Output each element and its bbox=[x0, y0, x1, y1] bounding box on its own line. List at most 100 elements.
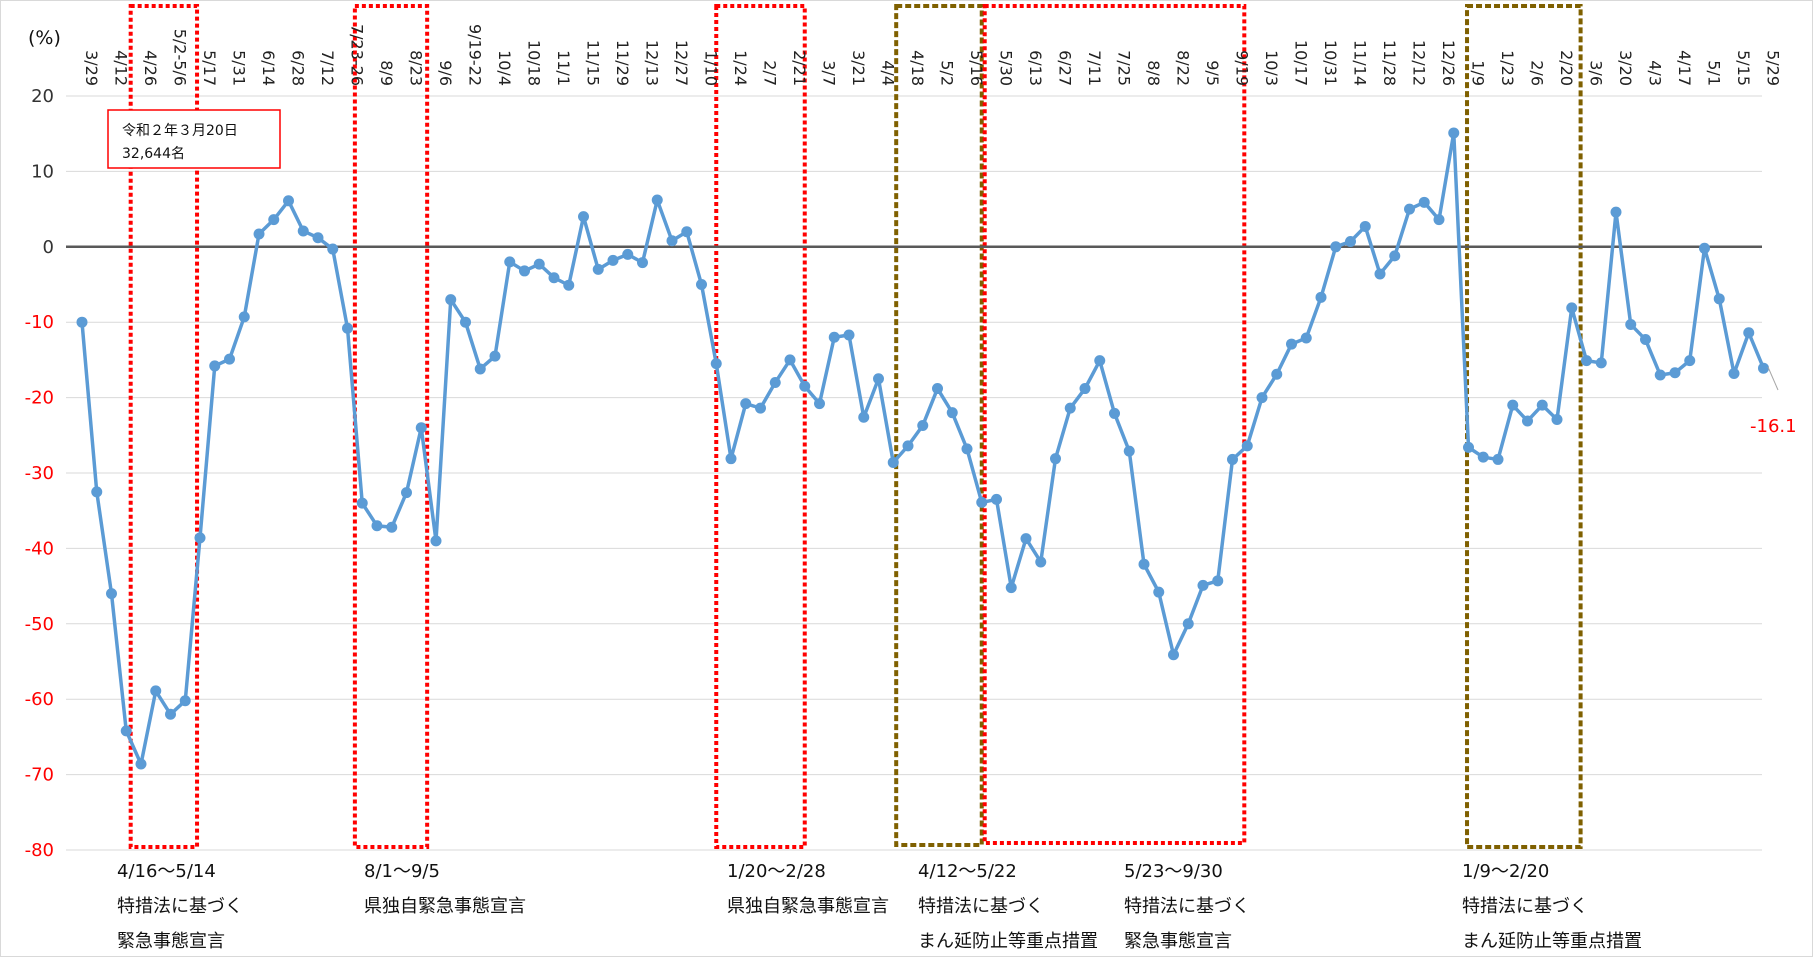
data-point bbox=[1300, 332, 1312, 344]
data-point bbox=[1374, 268, 1386, 280]
data-point bbox=[1418, 196, 1430, 208]
x-tick-label: 9/19-22 bbox=[466, 24, 485, 86]
callout-date: 令和２年３月20日 bbox=[122, 123, 238, 139]
data-point bbox=[106, 588, 117, 600]
period-annotation-line: 特措法に基づく bbox=[918, 896, 1044, 917]
y-axis-ticks: 20 10 0 -10 -20 -30 -40 -50 -60 -70 -80 bbox=[25, 86, 54, 861]
x-tick-label: 12/13 bbox=[643, 40, 662, 86]
data-point bbox=[1743, 327, 1755, 339]
x-tick-label: 7/23-26 bbox=[348, 24, 367, 86]
data-point bbox=[887, 456, 899, 468]
data-point bbox=[1448, 127, 1460, 139]
x-tick-label: 6/28 bbox=[289, 50, 308, 86]
data-point bbox=[622, 248, 634, 260]
callout-count: 32,644名 bbox=[122, 146, 185, 162]
data-point bbox=[1182, 618, 1194, 630]
gridlines bbox=[66, 95, 1762, 851]
x-tick-label: 12/27 bbox=[672, 40, 691, 86]
x-tick-label: 7/11 bbox=[1085, 50, 1104, 86]
data-point bbox=[179, 695, 191, 707]
data-point bbox=[1625, 318, 1637, 330]
data-point bbox=[253, 228, 265, 240]
data-point bbox=[607, 254, 619, 266]
x-tick-label: 4/12 bbox=[112, 50, 131, 86]
data-point bbox=[1227, 453, 1238, 465]
x-tick-label: 6/14 bbox=[259, 50, 278, 86]
data-point bbox=[1330, 241, 1342, 253]
data-point bbox=[946, 407, 958, 419]
x-tick-label: 7/12 bbox=[318, 50, 337, 86]
x-tick-label: 1/9 bbox=[1469, 60, 1488, 86]
period-annotation-line: 県独自緊急事態宣言 bbox=[364, 896, 526, 917]
y-tick-label: -40 bbox=[25, 538, 54, 559]
data-point bbox=[430, 535, 442, 547]
data-point bbox=[489, 350, 501, 362]
period-annotation-line: 緊急事態宣言 bbox=[1124, 931, 1232, 952]
data-point bbox=[386, 521, 398, 533]
data-point bbox=[120, 725, 132, 737]
data-point bbox=[1713, 293, 1725, 305]
x-tick-label: 3/6 bbox=[1587, 60, 1606, 86]
data-point bbox=[1079, 383, 1091, 395]
x-tick-label: 4/4 bbox=[879, 60, 898, 86]
data-point bbox=[356, 497, 368, 509]
x-tick-label: 5/2-5/6 bbox=[171, 29, 190, 86]
data-point bbox=[1197, 579, 1209, 591]
x-tick-label: 11/29 bbox=[613, 40, 632, 86]
data-point bbox=[1610, 206, 1622, 218]
data-point bbox=[1477, 451, 1489, 463]
data-point bbox=[917, 419, 929, 431]
data-point bbox=[637, 257, 648, 269]
data-point bbox=[799, 380, 811, 392]
data-point bbox=[1153, 586, 1165, 598]
data-point bbox=[150, 685, 162, 697]
data-point bbox=[135, 758, 147, 770]
x-tick-label: 8/23 bbox=[407, 50, 426, 86]
data-point bbox=[312, 232, 324, 244]
y-tick-label: -50 bbox=[25, 614, 54, 635]
data-point bbox=[1286, 338, 1297, 350]
data-point bbox=[371, 520, 383, 532]
x-tick-label: 11/1 bbox=[554, 50, 573, 86]
x-tick-label: 10/18 bbox=[525, 40, 544, 86]
data-point bbox=[1433, 214, 1445, 226]
x-tick-label: 8/22 bbox=[1174, 50, 1193, 86]
data-point bbox=[1507, 399, 1519, 411]
data-point bbox=[224, 353, 235, 365]
data-point bbox=[460, 316, 471, 328]
x-tick-label: 3/21 bbox=[849, 50, 868, 86]
data-point bbox=[415, 422, 427, 434]
x-tick-label: 10/3 bbox=[1262, 50, 1281, 86]
priority-period-box bbox=[894, 4, 984, 847]
data-point bbox=[1581, 355, 1592, 367]
x-tick-label: 11/15 bbox=[584, 40, 603, 86]
x-tick-label: 4/3 bbox=[1646, 60, 1665, 86]
x-tick-label: 5/16 bbox=[967, 50, 986, 86]
data-point bbox=[932, 383, 943, 395]
period-boxes bbox=[128, 4, 1583, 849]
data-point bbox=[1389, 250, 1401, 262]
data-point bbox=[1138, 558, 1150, 570]
data-point bbox=[1536, 399, 1548, 411]
x-tick-label: 12/26 bbox=[1439, 40, 1458, 86]
data-point bbox=[474, 363, 486, 375]
data-point bbox=[1640, 334, 1651, 346]
data-point bbox=[1522, 415, 1533, 427]
x-tick-label: 4/17 bbox=[1675, 50, 1694, 86]
x-tick-label: 9/19 bbox=[1233, 50, 1252, 86]
emergency-period-box bbox=[714, 4, 807, 849]
emergency-period-box bbox=[352, 4, 430, 849]
x-tick-label: 11/28 bbox=[1380, 40, 1399, 86]
data-point bbox=[1492, 453, 1504, 465]
period-annotation-line: 4/12～5/22 bbox=[918, 861, 1017, 882]
period-annotation-line: 県独自緊急事態宣言 bbox=[727, 896, 889, 917]
period-annotation-line: 特措法に基づく bbox=[1124, 896, 1250, 917]
data-point bbox=[1728, 367, 1740, 379]
y-tick-label: -80 bbox=[25, 840, 54, 861]
data-point bbox=[740, 398, 752, 410]
y-tick-label: 10 bbox=[31, 161, 54, 182]
x-axis-ticks: 3/29 4/12 4/26 5/2-5/6 5/17 5/31 6/14 6/28 7/12 7… bbox=[82, 24, 1783, 86]
data-point bbox=[563, 279, 575, 291]
